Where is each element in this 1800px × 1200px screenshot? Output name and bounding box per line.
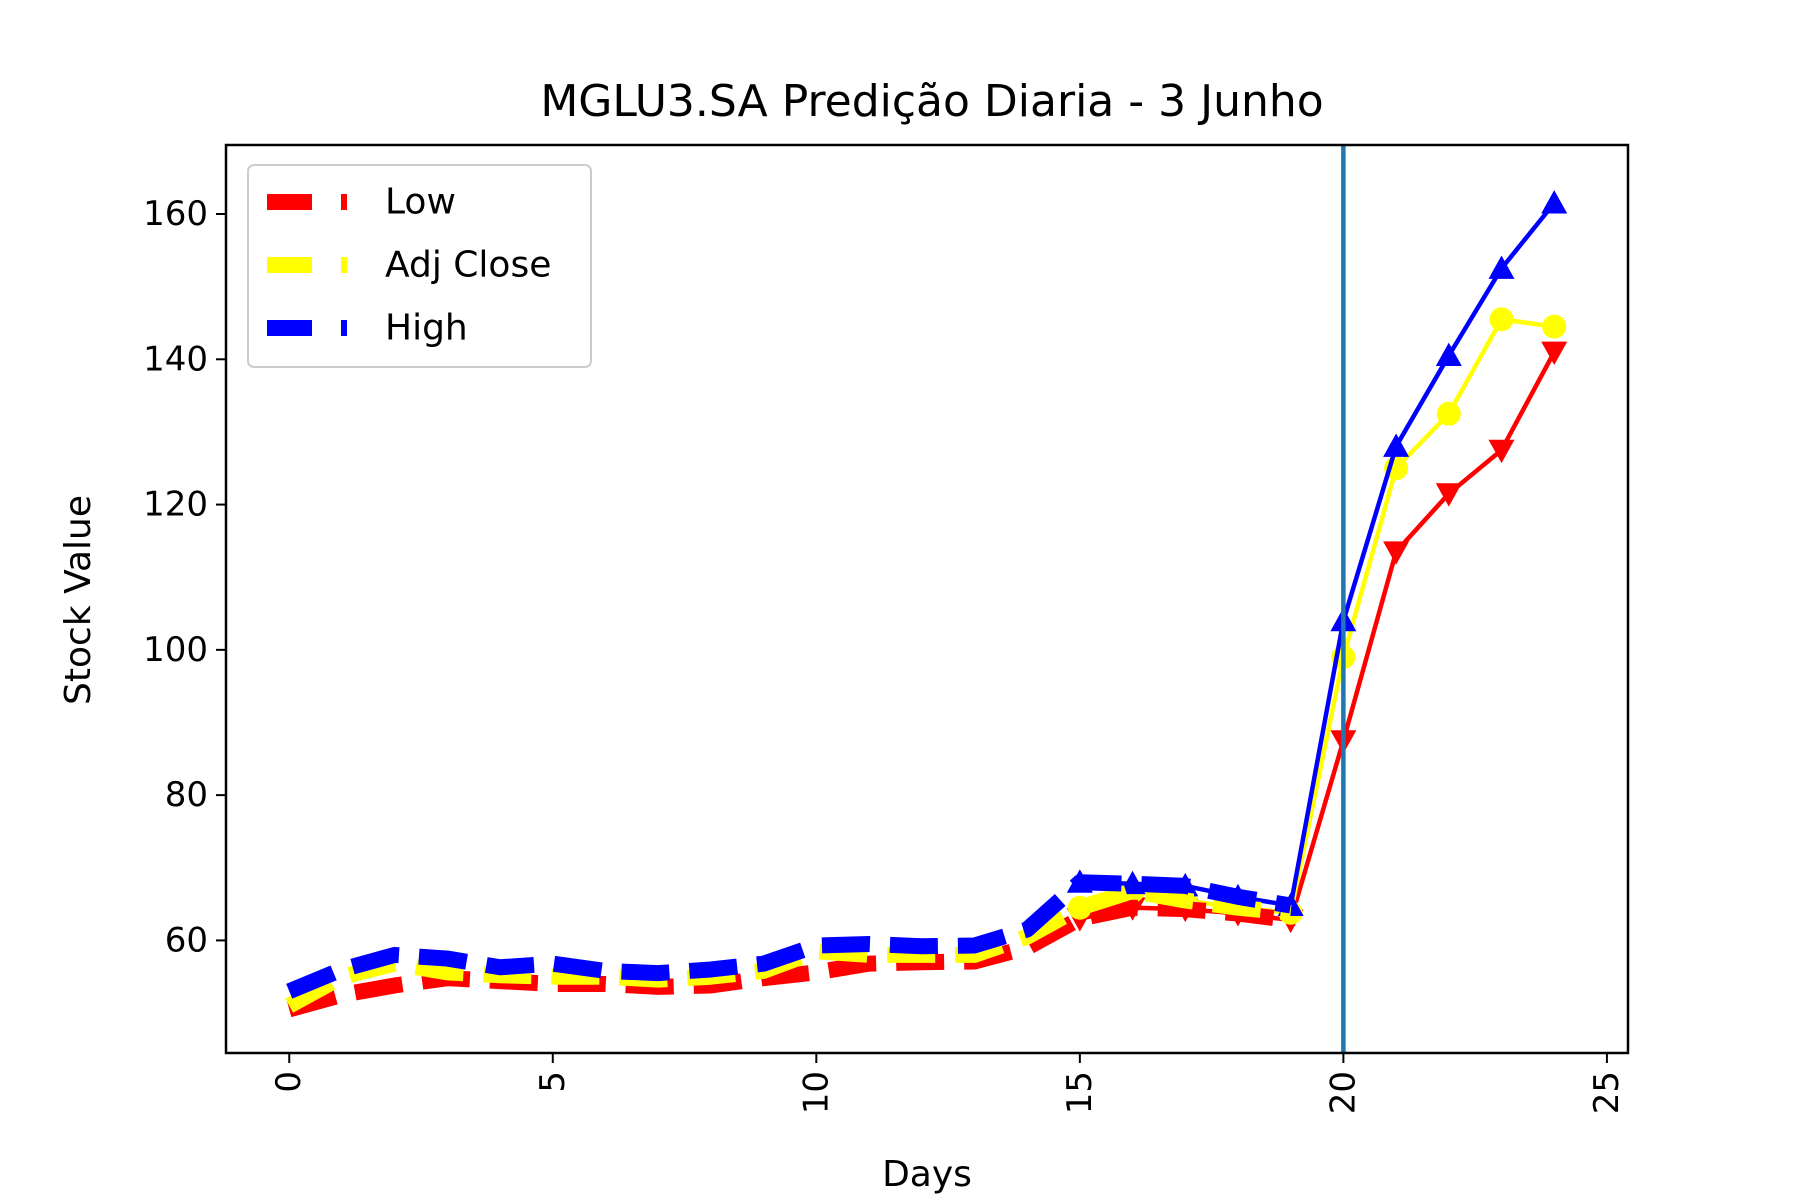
y-tick-label: 140 [143, 339, 208, 379]
legend-label: Low [385, 182, 456, 223]
low-point-marker [1383, 541, 1410, 565]
x-axis-label: Days [882, 1154, 972, 1195]
legend-items: Low Adj Close High [267, 182, 551, 349]
y-tick-label: 100 [143, 630, 208, 670]
series-layer [285, 190, 1568, 1018]
high-point-marker [1435, 342, 1462, 367]
high-point-marker [1119, 870, 1146, 895]
high-actual-dashed-line [286, 874, 1292, 999]
y-tick-label: 160 [143, 194, 208, 234]
legend-box [247, 164, 592, 368]
low-point-marker [1435, 483, 1462, 507]
x-tick-label: 5 [533, 1071, 573, 1093]
y-axis-ticks: 60 80 100 120 140 160 [143, 194, 226, 960]
high-point-marker [1488, 255, 1515, 279]
y-tick-label: 60 [165, 920, 208, 960]
adj-close-point-marker [1489, 307, 1514, 332]
axes-frame [224, 143, 1630, 1055]
low-point-marker [1488, 439, 1515, 464]
adj-close-point-marker [1436, 401, 1461, 426]
legend-label: High [385, 308, 468, 349]
y-axis-label: Stock Value [58, 495, 99, 705]
x-tick-label: 20 [1323, 1071, 1363, 1114]
low-point-marker [1541, 341, 1568, 366]
legend: Low Adj Close High [247, 164, 592, 368]
legend-label: Adj Close [385, 245, 551, 286]
y-tick-label: 120 [143, 485, 208, 525]
high-point-marker [1383, 433, 1410, 457]
x-tick-label: 0 [269, 1071, 309, 1093]
chart-title: MGLU3.SA Predição Diaria - 3 Junho [540, 76, 1323, 127]
y-tick-label: 80 [165, 775, 208, 815]
x-axis-ticks: 0 5 10 15 20 25 [269, 1053, 1627, 1114]
adj-close-point-marker [1542, 314, 1567, 339]
x-tick-label: 15 [1060, 1071, 1100, 1114]
x-tick-label: 25 [1587, 1071, 1627, 1114]
high-point-marker [1541, 190, 1568, 214]
x-tick-label: 10 [796, 1071, 836, 1114]
